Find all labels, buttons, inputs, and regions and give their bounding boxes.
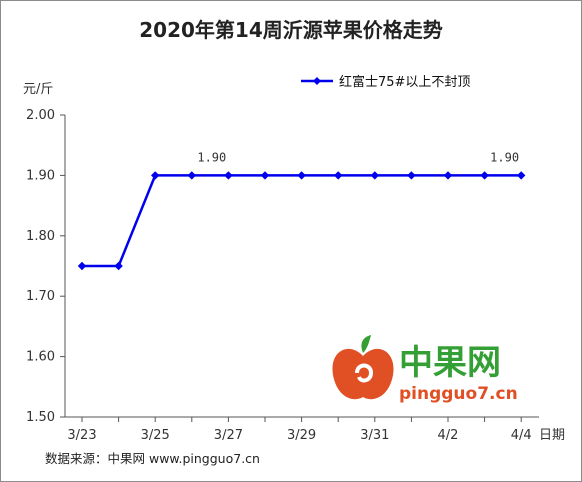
plot-area [77, 171, 526, 271]
apple-icon [332, 348, 394, 400]
apple-swirl-icon [355, 363, 374, 383]
data-label: 1.90 [490, 150, 519, 164]
legend-label: 红富士75#以上不封顶 [339, 74, 470, 90]
y-tick-label: 1.90 [26, 168, 55, 183]
data-point [297, 171, 306, 180]
data-point [407, 171, 416, 180]
data-point [480, 171, 489, 180]
data-point [370, 171, 379, 180]
apple-leaf-icon [361, 335, 371, 353]
x-tick-label: 4/4 [511, 428, 532, 443]
y-tick-label: 1.70 [26, 289, 55, 304]
data-point [187, 171, 196, 180]
data-point [443, 171, 453, 180]
data-point [334, 171, 343, 180]
chart-title: 2020年第14周沂源苹果价格走势 [139, 18, 443, 42]
data-point [151, 171, 160, 180]
x-tick-label: 3/23 [67, 428, 96, 443]
series-line [82, 174, 522, 268]
y-axis-unit: 元/斤 [23, 82, 53, 97]
data-point [77, 261, 87, 271]
y-axis: 1.50 1.60 1.70 1.80 1.90 2.00 [26, 108, 66, 425]
watermark-url: pingguo7.cn [399, 384, 518, 404]
data-point [517, 171, 526, 180]
y-tick-label: 1.60 [26, 350, 55, 365]
watermark-name: 中果网 [399, 343, 501, 383]
data-point [260, 171, 270, 180]
y-tick-label: 1.80 [26, 229, 55, 244]
y-tick-label: 2.00 [26, 108, 55, 123]
data-point [114, 261, 123, 271]
data-labels: 1.90 1.90 [197, 150, 519, 164]
x-tick-label: 3/25 [141, 428, 170, 443]
x-tick-label: 3/31 [360, 428, 389, 443]
x-tick-label: 3/27 [214, 428, 243, 443]
legend-marker [313, 77, 321, 85]
x-tick-label: 3/29 [287, 428, 316, 443]
x-tick-label: 4/2 [438, 428, 459, 443]
x-axis-label: 日期 [539, 428, 565, 443]
data-point [224, 171, 233, 180]
legend: 红富士75#以上不封顶 [301, 74, 470, 90]
data-label: 1.90 [197, 150, 226, 164]
data-source: 数据来源：中果网 www.pingguo7.cn [45, 451, 260, 466]
y-tick-label: 1.50 [26, 410, 55, 425]
x-axis: 3/23 3/25 3/27 3/29 3/31 4/2 4/4 [65, 416, 539, 443]
watermark-logo: 中果网 pingguo7.cn [332, 335, 518, 404]
